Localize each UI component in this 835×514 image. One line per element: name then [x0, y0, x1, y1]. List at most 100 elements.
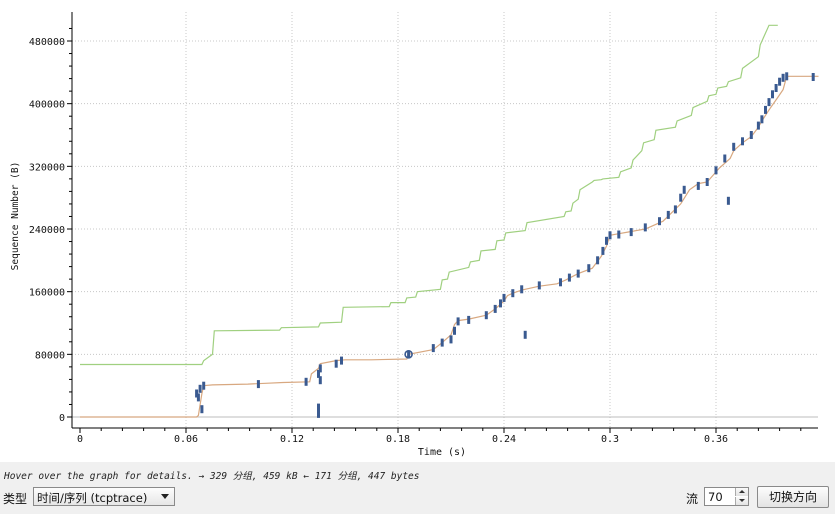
segment-mark [449, 335, 453, 344]
segment-mark [318, 376, 322, 385]
segment-mark [304, 377, 308, 386]
stream-value: 70 [708, 490, 723, 504]
y-tick-label: 320000 [29, 162, 65, 173]
segment-mark [523, 330, 527, 339]
segment-mark [601, 246, 605, 255]
segment-mark [340, 356, 343, 365]
stream-label: 流 [686, 492, 699, 506]
x-axis-label: Time (s) [418, 447, 466, 458]
segment-mark [511, 289, 515, 298]
x-tick-label: 0.12 [280, 434, 304, 445]
segment-mark [502, 293, 506, 302]
chevron-down-icon [161, 494, 169, 499]
segment-mark [317, 369, 320, 378]
segment-mark [608, 231, 612, 240]
y-axis-label: Sequence Number (B) [10, 162, 21, 271]
axis-labels: Time (s) Sequence Number (B) [10, 162, 466, 458]
segment-mark [484, 311, 488, 320]
segment-mark [682, 185, 686, 194]
segment-mark [811, 73, 815, 81]
segment-mark [196, 393, 200, 402]
segment-mark [467, 315, 471, 324]
y-tick-label: 480000 [29, 37, 65, 48]
segment-mark [537, 281, 541, 290]
segment-mark [778, 77, 782, 86]
segment-mark [499, 299, 502, 308]
segment-mark [559, 278, 562, 287]
selected-point-marker [404, 350, 413, 359]
x-tick-label: 0.3 [601, 434, 619, 445]
segment-mark [785, 72, 789, 81]
segment-mark [318, 364, 322, 373]
x-tick-label: 0.06 [174, 434, 198, 445]
x-tick-label: 0 [77, 434, 83, 445]
segment-mark [605, 236, 608, 245]
segment-mark [617, 230, 621, 239]
graph-area[interactable]: 0 0.06 0.12 0.18 0.24 0.3 0.36 0 80000 160000 2400… [0, 0, 835, 462]
segment-mark [679, 193, 683, 202]
type-dropdown[interactable]: 时间/序列 (tcptrace) [33, 487, 175, 506]
x-tick-label: 0.18 [386, 434, 410, 445]
segment-mark [596, 256, 600, 265]
y-tick-label: 240000 [29, 225, 65, 236]
segment-mark [714, 166, 718, 175]
segment-mark [587, 264, 591, 273]
spin-up-button[interactable] [735, 488, 748, 496]
segment-mark [696, 181, 700, 190]
segment-mark [200, 405, 204, 414]
segment-mark [771, 90, 774, 99]
type-dropdown-value: 时间/序列 (tcptrace) [37, 491, 148, 505]
segment-marks [195, 72, 815, 418]
segment-mark [440, 338, 444, 347]
controls-bar: 类型 时间/序列 (tcptrace) 流 70 切换方向 [0, 484, 835, 514]
y-tick-label: 400000 [29, 100, 65, 111]
segment-mark [767, 98, 771, 107]
arrow-down-icon [739, 499, 745, 502]
spin-down-button[interactable] [735, 497, 748, 505]
segment-mark [317, 403, 320, 412]
x-tick-label: 0.24 [492, 434, 516, 445]
hover-status-text: Hover over the graph for details. → 329 … [4, 471, 420, 482]
segment-mark [741, 137, 744, 146]
segment-mark [756, 121, 760, 130]
series [80, 24, 819, 418]
segment-mark [705, 178, 709, 186]
chart: 0 0.06 0.12 0.18 0.24 0.3 0.36 0 80000 160000 2400… [10, 12, 819, 458]
segment-mark [732, 142, 736, 151]
segment-mark [774, 84, 778, 92]
arrow-up-icon [739, 490, 745, 493]
segment-mark [749, 131, 753, 139]
segment-mark [198, 384, 202, 393]
segment-mark [256, 380, 260, 389]
segment-mark [317, 409, 320, 418]
segment-mark [781, 73, 785, 82]
segment-mark [666, 210, 670, 219]
receive-window-line [80, 24, 778, 366]
segment-mark [643, 223, 647, 232]
y-tick-label: 0 [59, 413, 65, 424]
segment-mark [673, 205, 677, 214]
segment-mark [760, 115, 764, 124]
grid [72, 12, 818, 428]
segment-mark [456, 317, 460, 326]
segment-mark [453, 326, 456, 335]
segment-mark [407, 350, 411, 359]
stream-spinbox[interactable]: 70 [704, 487, 749, 506]
segment-mark [567, 273, 571, 282]
segment-mark [493, 304, 497, 313]
switch-direction-button[interactable]: 切换方向 [757, 486, 829, 508]
segment-mark [629, 228, 633, 237]
axes: 0 0.06 0.12 0.18 0.24 0.3 0.36 0 80000 160000 2400… [29, 12, 818, 445]
segment-mark [658, 217, 661, 226]
segment-mark [431, 344, 435, 353]
segment-mark [334, 359, 338, 368]
type-label: 类型 [3, 492, 28, 506]
ack-line [80, 75, 819, 418]
segment-mark [723, 154, 727, 163]
x-tick-label: 0.36 [704, 434, 728, 445]
segment-mark [764, 105, 767, 114]
y-tick-label: 160000 [29, 288, 65, 299]
y-tick-label: 80000 [35, 350, 65, 361]
segment-mark [520, 285, 524, 294]
segment-mark [726, 196, 730, 205]
